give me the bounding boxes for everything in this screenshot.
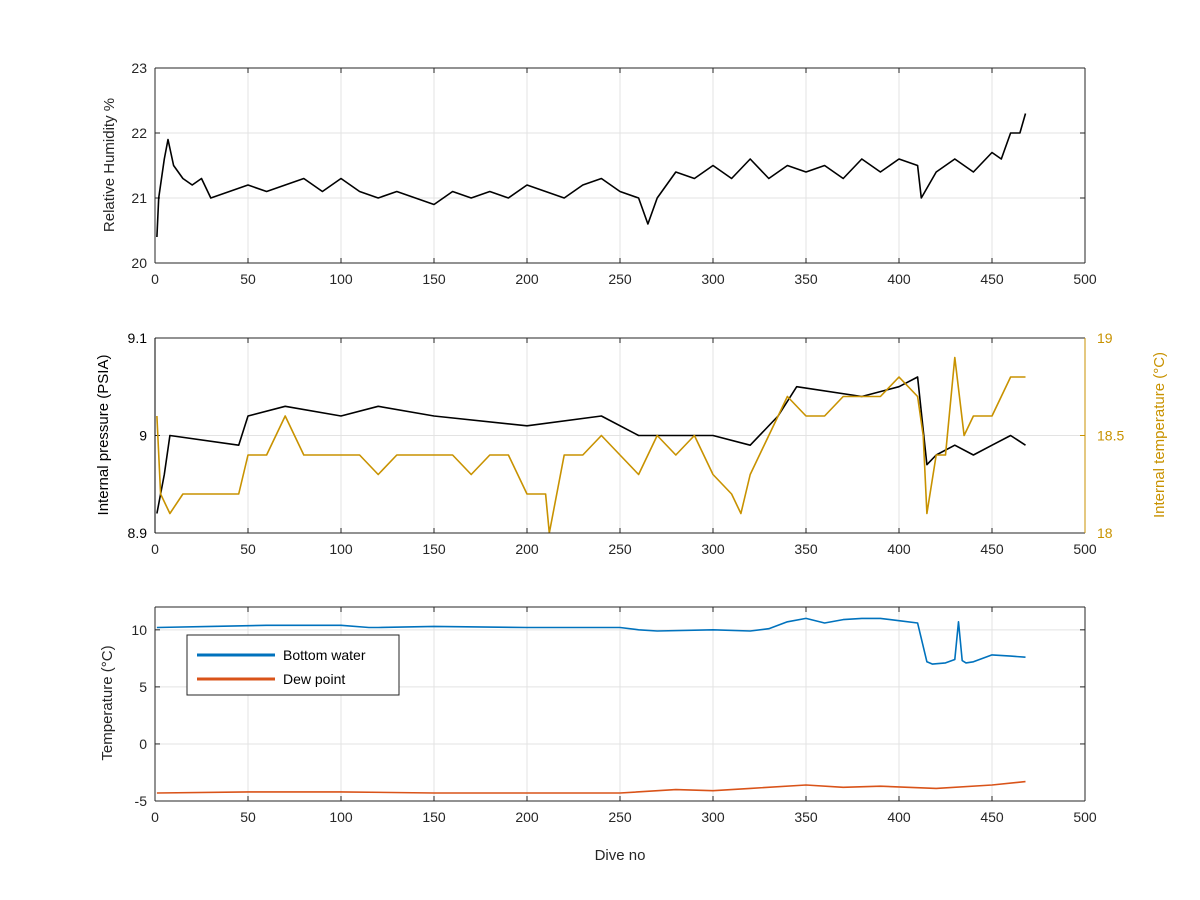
x-tick-label: 50 [240,541,256,557]
x-tick-label: 250 [608,541,632,557]
y-tick-label: 9.1 [128,330,148,346]
x-tick-label: 400 [887,541,911,557]
y-tick-label: 20 [131,255,147,271]
y-tick-label: 23 [131,60,147,76]
x-tick-label: 0 [151,809,159,825]
xlabel-dive-no: Dive no [595,847,646,864]
bottom-water-line [156,617,1026,665]
y-tick-label: 8.9 [128,525,148,541]
x-tick-label: 500 [1073,541,1097,557]
internal-temperature-ylabel: Internal temperature (°C) [1151,352,1168,518]
x-tick-label: 150 [422,271,446,287]
temperature-ylabel: Temperature (°C) [99,645,116,760]
series-2-line [156,356,1026,533]
series-1-line [156,113,1027,238]
x-tick-label: 100 [329,809,353,825]
y-tick-label: -5 [135,793,148,809]
pressure-temperature-plot: 0 50 100 150 200 250 300 350 400 450 500 8.9 9 9.1 18 1… [95,330,1168,557]
x-tick-label: 50 [240,271,256,287]
x-tick-label: 100 [329,271,353,287]
x-tick-label: 500 [1073,809,1097,825]
legend-label-bottom-water: Bottom water [283,647,366,663]
x-tick-label: 0 [151,271,159,287]
series-1-line [156,376,1026,514]
y2-tick-label: 19 [1097,330,1113,346]
x-tick-label: 450 [980,271,1004,287]
y-tick-label: 22 [131,125,147,141]
x-tick-label: 250 [608,809,632,825]
y-tick-label: 10 [131,622,147,638]
x-tick-label: 300 [701,809,725,825]
x-tick-label: 0 [151,541,159,557]
x-tick-label: 350 [794,271,818,287]
x-tick-label: 250 [608,271,632,287]
x-tick-label: 300 [701,541,725,557]
legend-label-dew-point: Dew point [283,671,345,687]
y-tick-label: 5 [139,679,147,695]
y-tick-label: 21 [131,190,147,206]
x-tick-label: 150 [422,541,446,557]
y-tick-label: 0 [139,736,147,752]
x-tick-label: 450 [980,809,1004,825]
x-tick-label: 50 [240,809,256,825]
y2-tick-label: 18.5 [1097,428,1124,444]
humidity-ylabel: Relative Humidity % [101,98,118,232]
x-tick-label: 200 [515,541,539,557]
x-tick-label: 350 [794,809,818,825]
x-tick-label: 300 [701,271,725,287]
x-tick-label: 400 [887,271,911,287]
humidity-plot: 0 50 100 150 200 250 300 350 400 450 500 20 21 22 23 Re… [101,60,1097,287]
legend-box [186,634,400,696]
x-tick-label: 450 [980,541,1004,557]
x-tick-label: 100 [329,541,353,557]
x-tick-label: 400 [887,809,911,825]
x-tick-label: 350 [794,541,818,557]
x-tick-label: 200 [515,271,539,287]
temperature-plot: 0 50 100 150 200 250 300 350 400 450 500-50510Bott… [99,606,1097,864]
y-tick-label: 9 [139,428,147,444]
x-tick-label: 200 [515,809,539,825]
dew-point-line [156,780,1026,794]
x-tick-label: 150 [422,809,446,825]
pressure-ylabel: Internal pressure (PSIA) [95,355,112,516]
y2-tick-label: 18 [1097,525,1113,541]
x-tick-label: 500 [1073,271,1097,287]
